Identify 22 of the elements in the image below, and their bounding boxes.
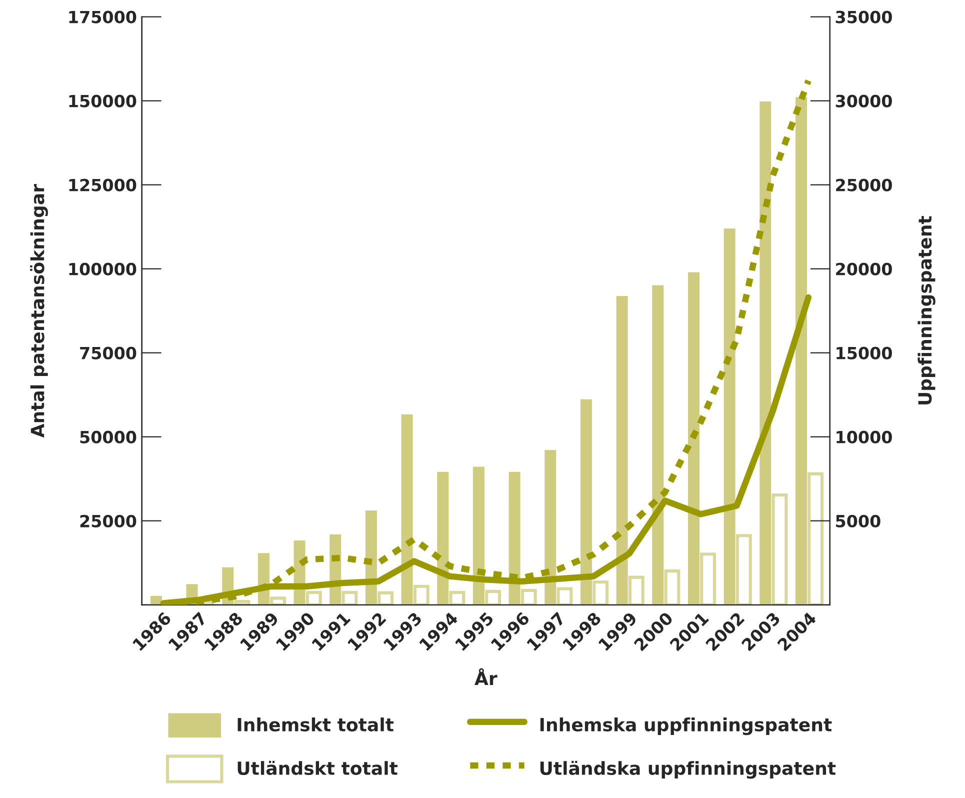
y-tick-label: 75000 xyxy=(80,346,136,360)
y-tick-label: 150000 xyxy=(69,94,136,108)
bar xyxy=(149,594,164,605)
y2-tick-label: 35000 xyxy=(836,10,892,24)
y-tick-label: 100000 xyxy=(69,262,136,276)
x-axis-title: År xyxy=(474,668,498,686)
y-tick-label: 175000 xyxy=(69,10,136,24)
y2-tick-label: 10000 xyxy=(836,430,892,444)
legend-label: Inhemskt totalt xyxy=(238,717,394,732)
y-axis-title: Antal patentansökningar xyxy=(30,184,48,438)
legend-label: Utländskt totalt xyxy=(238,760,398,776)
legend-label: Utländska uppfinningspatent xyxy=(540,760,836,779)
y2-tick-label: 25000 xyxy=(836,178,892,192)
y-tick-label: 50000 xyxy=(80,430,136,444)
legend-label: Inhemska uppfinningspatent xyxy=(540,717,832,736)
y-tick-label: 125000 xyxy=(69,178,136,192)
y-tick-label: 25000 xyxy=(80,514,136,528)
y2-axis-title: Uppfinningspatent xyxy=(918,216,936,404)
y2-tick-label: 20000 xyxy=(836,262,892,276)
y2-tick-label: 30000 xyxy=(836,94,892,108)
y2-tick-label: 5000 xyxy=(836,514,880,528)
y2-tick-label: 15000 xyxy=(836,346,892,360)
